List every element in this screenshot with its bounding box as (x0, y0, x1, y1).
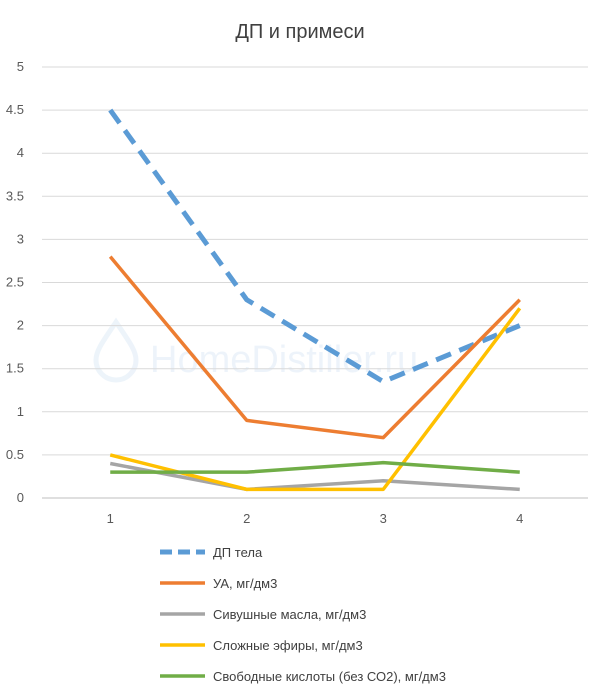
y-tick-label: 2.5 (6, 275, 24, 290)
y-tick-label: 4 (17, 145, 24, 160)
legend-label: Сложные эфиры, мг/дм3 (213, 638, 363, 653)
x-tick-label: 2 (243, 511, 250, 526)
series-line (109, 461, 520, 492)
y-axis-ticks: 0 0.5 1 1.5 2 2.5 3 3.5 4 4.5 5 (6, 59, 24, 505)
y-tick-label: 3 (17, 231, 24, 246)
x-tick-label: 3 (380, 511, 387, 526)
y-tick-label: 5 (17, 59, 24, 74)
x-tick-label: 1 (107, 511, 114, 526)
series-line (109, 307, 522, 492)
y-tick-label: 3.5 (6, 188, 24, 203)
series-line (110, 460, 520, 474)
legend-label: ДП тела (213, 545, 263, 560)
series-lines (108, 108, 522, 492)
y-tick-label: 2 (17, 318, 24, 333)
x-tick-label: 4 (516, 511, 523, 526)
series-line (108, 255, 521, 440)
legend-label: Сивушные масла, мг/дм3 (213, 607, 366, 622)
y-tick-label: 0 (17, 490, 24, 505)
gridlines (42, 66, 588, 499)
legend-label: Свободные кислоты (без СО2), мг/дм3 (213, 669, 446, 684)
watermark-text: HomeDistiller.ru (150, 339, 418, 381)
y-tick-label: 4.5 (6, 102, 24, 117)
legend: ДП тела УА, мг/дм3 Сивушные масла, мг/дм3 С… (160, 545, 446, 684)
x-axis-ticks: 1 2 3 4 (107, 511, 524, 526)
y-tick-label: 0.5 (6, 447, 24, 462)
y-tick-label: 1 (17, 404, 24, 419)
legend-label: УА, мг/дм3 (213, 576, 277, 591)
watermark-logo-icon (93, 317, 139, 383)
chart-title: ДП и примеси (235, 21, 364, 43)
series-line (108, 108, 521, 385)
y-tick-label: 1.5 (6, 361, 24, 376)
